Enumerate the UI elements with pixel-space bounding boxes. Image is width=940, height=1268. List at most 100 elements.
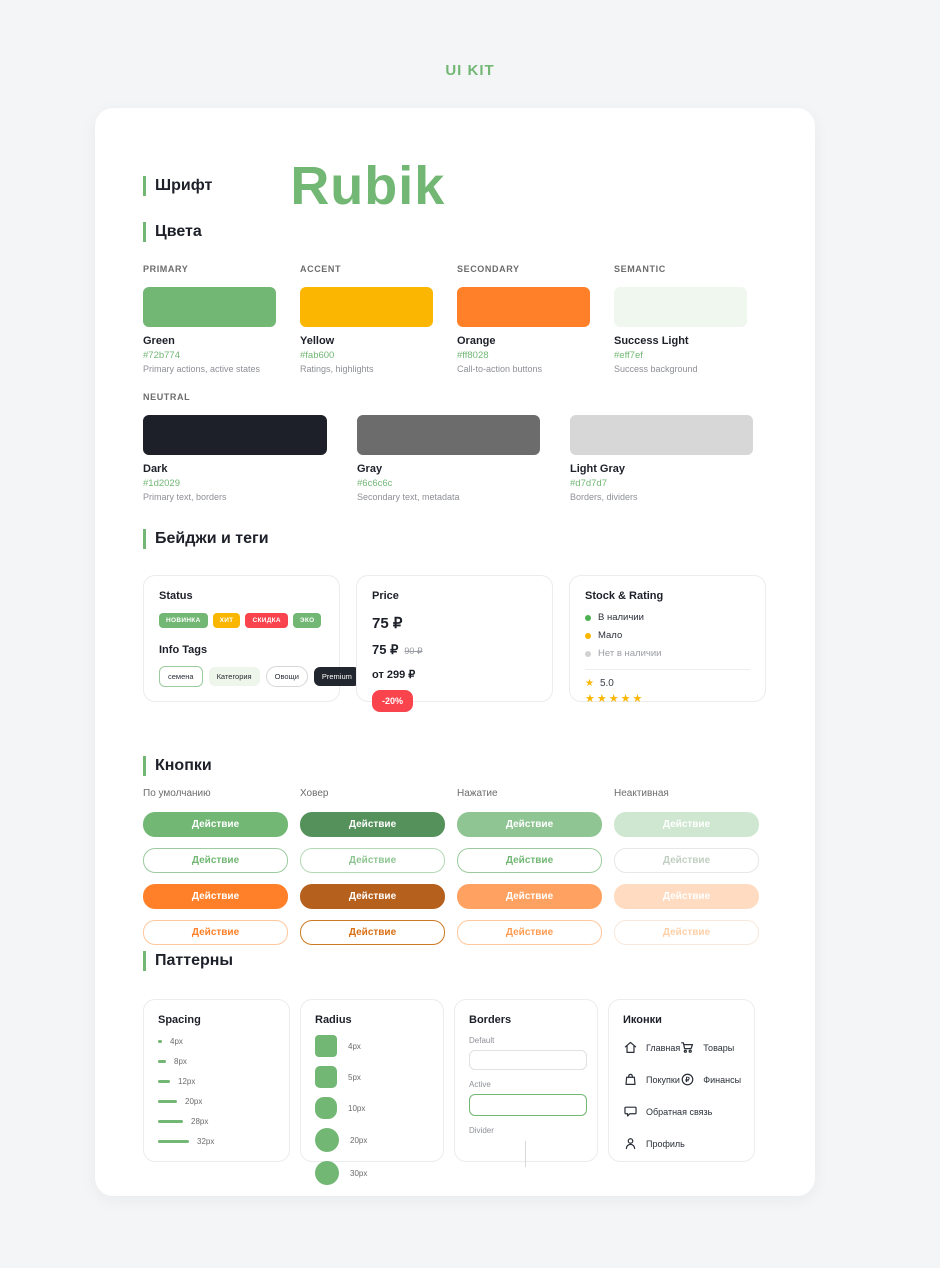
swatch-name: Gray (357, 463, 383, 475)
primary-button-pressed[interactable]: Действие (457, 812, 602, 837)
spacing-card: Spacing 4px 8px 12px 20px (143, 999, 290, 1162)
primary-button-disabled[interactable]: Действие (614, 812, 759, 837)
icon-item-profile: Профиль (623, 1136, 741, 1151)
bag-icon (625, 1073, 636, 1085)
rating-value: 5.0 (599, 678, 614, 689)
divider (585, 669, 750, 670)
spacing-bar (158, 1040, 162, 1043)
primary-button-hover[interactable]: Действие (300, 812, 445, 837)
spacing-bar (158, 1120, 183, 1123)
primary-outline-button-pressed[interactable]: Действие (457, 848, 602, 873)
spacing-label: 20px (185, 1097, 203, 1106)
primary-outline-button-disabled[interactable]: Действие (614, 848, 759, 873)
swatch-name: Orange (457, 335, 496, 347)
price-line: 75 ₽ 90 ₽ (372, 642, 537, 658)
swatch-name: Dark (143, 463, 168, 475)
badge-eco: ЭКО (292, 613, 322, 628)
rating-stars: ★★★★★ (585, 693, 645, 705)
icon-item-cart: Товары (680, 1040, 741, 1055)
chat-icon (624, 1106, 637, 1117)
border-active-input[interactable] (469, 1094, 587, 1116)
spacing-label: 28px (191, 1117, 209, 1126)
info-tags-heading: Info Tags (159, 644, 208, 656)
state-label-disabled: Неактивная (614, 788, 669, 799)
tag-category: Категория (208, 667, 260, 686)
swatch-cell-secondary: SECONDARY Orange #ff8028 Call-to-action … (457, 264, 614, 374)
secondary-button-pressed[interactable]: Действие (457, 884, 602, 909)
primary-outline-button-hover[interactable]: Действие (300, 848, 445, 873)
swatch-name: Light Gray (570, 463, 626, 475)
primary-outline-button-default[interactable]: Действие (143, 848, 288, 873)
section-title-badges: Бейджи и теги (143, 529, 269, 549)
spacing-row: 28px (158, 1117, 275, 1126)
secondary-button-disabled[interactable]: Действие (614, 884, 759, 909)
primary-button-default[interactable]: Действие (143, 812, 288, 837)
radius-swatch (315, 1161, 339, 1185)
spacing-row: 20px (158, 1097, 275, 1106)
icon-grid: Главная Товары Покупки ₽ Финансы (623, 1040, 741, 1151)
swatch-cell-accent: ACCENT Yellow #fab600 Ratings, highlight… (300, 264, 457, 374)
section-badges: Бейджи и теги Status НОВИНКА ХИТ СКИДКА … (143, 529, 767, 712)
section-title-buttons: Кнопки (143, 756, 212, 776)
icon-item-home: Главная (623, 1040, 680, 1055)
border-default-input[interactable] (469, 1050, 587, 1070)
discount-badge: -20% (372, 690, 414, 712)
cart-icon (681, 1042, 694, 1053)
spacing-bar (158, 1080, 170, 1083)
radius-swatch (315, 1097, 337, 1119)
status-dot-gray (585, 650, 591, 657)
spacing-label: 8px (174, 1057, 187, 1066)
section-typography: Шрифт Rubik (143, 148, 767, 224)
status-badge-row: НОВИНКА ХИТ СКИДКА ЭКО (159, 613, 324, 628)
icon-item-bag: Покупки (623, 1072, 680, 1087)
swatch-desc: Primary actions, active states (143, 364, 261, 374)
section-title-patterns: Паттерны (143, 951, 233, 971)
radius-card: Radius 4px 5px 10px 20px (300, 999, 444, 1185)
badge-hit: ХИТ (212, 613, 241, 628)
badge-new: НОВИНКА (159, 613, 208, 628)
secondary-outline-button-default[interactable]: Действие (143, 920, 288, 945)
swatch-desc: Call-to-action buttons (457, 364, 543, 374)
section-title-colors: Цвета (143, 222, 202, 242)
spacing-bar (158, 1100, 177, 1103)
spacing-row: 12px (158, 1077, 275, 1086)
radius-row: 4px (315, 1035, 429, 1057)
swatch-cell-light-gray: Light Gray #d7d7d7 Borders, dividers (570, 402, 753, 502)
spacing-bar (158, 1060, 166, 1063)
state-label-default: По умолчанию (143, 788, 211, 799)
color-swatch-yellow (300, 287, 433, 327)
icon-label: Обратная связь (646, 1106, 713, 1117)
radius-label: 4px (348, 1041, 361, 1051)
palette-group-label: SEMANTIC (614, 264, 666, 274)
state-label-hover: Ховер (300, 788, 329, 799)
spacing-bar (158, 1140, 189, 1143)
icon-label: Профиль (646, 1138, 685, 1149)
svg-text:₽: ₽ (686, 1076, 691, 1084)
radius-heading: Radius (315, 1014, 352, 1026)
palette-group-label: ACCENT (300, 264, 342, 274)
section-title-font: Шрифт (143, 176, 212, 196)
palette-group-label: PRIMARY (143, 264, 189, 274)
radius-row: 5px (315, 1066, 429, 1088)
swatch-hex: #1d2029 (143, 478, 180, 489)
tag-vegetables: Овощи (265, 666, 308, 687)
secondary-outline-button-hover[interactable]: Действие (300, 920, 445, 945)
border-default-label: Default (469, 1036, 495, 1045)
color-swatch-orange (457, 287, 590, 327)
stock-list: В наличии Мало Нет в наличии (585, 612, 750, 659)
borders-card: Borders Default Active Divider (454, 999, 598, 1167)
price-card: Price 75 ₽ 75 ₽ 90 ₽ от 299 ₽ -20% (356, 575, 553, 712)
swatch-cell-dark: Dark #1d2029 Primary text, borders (143, 402, 327, 502)
secondary-outline-button-pressed[interactable]: Действие (457, 920, 602, 945)
swatch-cell-semantic: SEMANTIC Success Light #eff7ef Success b… (614, 264, 771, 374)
secondary-button-hover[interactable]: Действие (300, 884, 445, 909)
swatch-hex: #6c6c6c (357, 478, 393, 489)
spacing-heading: Spacing (158, 1014, 201, 1026)
spacing-row: 32px (158, 1137, 275, 1146)
secondary-button-default[interactable]: Действие (143, 884, 288, 909)
stock-item-in-stock: В наличии (585, 612, 750, 623)
radius-label: 20px (350, 1135, 368, 1145)
secondary-outline-button-disabled[interactable]: Действие (614, 920, 759, 945)
radius-label: 10px (348, 1103, 366, 1113)
swatch-hex: #ff8028 (457, 350, 489, 361)
